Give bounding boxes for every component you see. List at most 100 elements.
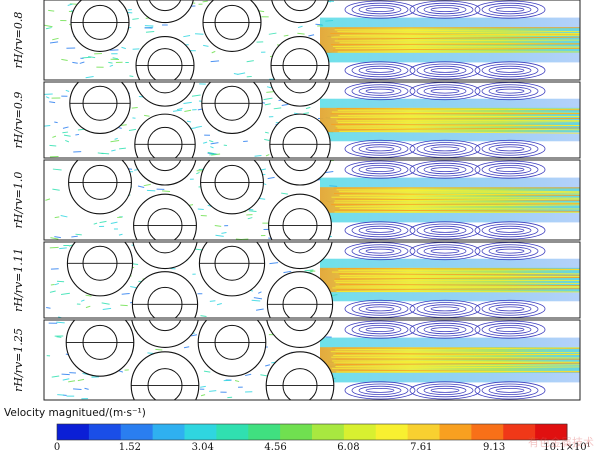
flow-streak [45,27,52,30]
flow-streak [308,34,315,37]
vortex-streamline [430,387,460,393]
streamline [331,271,580,275]
flow-streak [97,152,104,155]
flow-streak [121,292,130,295]
panel-label: rH/rv=0.9 [12,92,25,149]
flow-streak [183,101,192,104]
tube [271,0,329,24]
flow-streak [203,44,209,47]
tube [268,193,332,240]
vortex-streamline [430,7,460,13]
vortex-streamline [474,82,546,101]
tube [69,82,131,135]
flow-streak [52,188,60,191]
flow-streak [51,375,60,378]
colorbar-segment [471,424,504,440]
tube [267,242,333,270]
flow-streak [191,334,198,337]
flow-streak [184,109,192,113]
vortex-streamline [365,306,395,312]
flow-streak [196,171,200,175]
flow-streak [60,292,70,296]
flow-streak [143,183,151,187]
flow-streak [56,321,65,324]
flow-streak [52,135,57,138]
flow-streak [54,282,60,286]
flow-streak [77,378,85,382]
flow-streak [84,387,89,390]
flow-streak [114,137,118,140]
vortex-streamline [474,139,546,158]
vortex-streamline [409,160,481,179]
vortex-streamline [409,0,481,19]
vortex-streamline [344,160,416,179]
vortex-streamline [474,160,546,179]
panel-4: rH/rv=1.11 [12,241,581,319]
tube [201,82,263,135]
tube [66,242,134,297]
vortex-streamline [365,68,395,73]
tube [265,351,335,400]
flow-streak [85,294,92,297]
vortex-streamline [488,246,532,256]
streamline [336,189,580,193]
vortex-streamline [358,324,402,335]
flow-streak [283,270,292,274]
flow-streak [73,388,82,390]
vortex-streamline [358,144,402,154]
flow-streak [49,144,57,147]
vortex-streamline [409,139,481,158]
watermark-stamp: 有色金属技术 [528,436,594,449]
flow-streak [118,370,124,373]
vortex-streamline [365,88,395,94]
flow-streak [111,149,116,152]
wake-plume-core [320,347,580,373]
vortex-streamline [430,306,460,312]
streamline [337,118,580,120]
colorbar-segment [503,424,536,440]
vortex-streamline [344,61,416,80]
vortex-streamline [358,225,402,235]
vortex-streamline [495,167,525,173]
flow-streak [209,390,217,392]
colorbar-tick-label: 0 [53,442,61,453]
panel-frame [43,159,581,241]
vortex-streamline [488,385,532,395]
tube [266,320,334,348]
streamline [337,36,580,40]
vortex-streamline [481,223,539,238]
vortex-streamline [409,221,481,240]
flow-streak [257,291,262,294]
flow-streak [130,286,138,289]
flow-streak [121,46,126,50]
flow-streak [145,30,155,33]
tube [65,320,135,377]
vortex-streamline [358,246,402,256]
vortex-streamline [409,242,481,261]
vortex-streamline [344,381,416,400]
flow-streak [325,171,334,174]
streamline [331,366,580,369]
vortex-streamline [481,84,539,98]
vortex-streamline [409,299,481,318]
flow-streak [54,121,58,124]
vortex-streamline [351,383,409,398]
streamline [335,282,580,284]
streamline [334,198,580,202]
tube [200,160,264,215]
vortex-streamline [495,387,525,393]
flow-streak [266,91,275,93]
vortex-streamline [351,142,409,156]
streamline [339,283,580,287]
vortex-streamline [351,162,409,177]
flow-streak [209,140,214,143]
vortex-streamline [430,146,460,152]
flow-streak [183,346,190,349]
vortex-streamline [344,82,416,101]
vortex-streamline [495,327,525,333]
panel-label: rH/rv=1.11 [12,248,25,312]
colorbar-segment [280,424,313,440]
streamline [330,116,580,118]
flow-streak [52,37,59,41]
flow-streak [265,154,270,157]
